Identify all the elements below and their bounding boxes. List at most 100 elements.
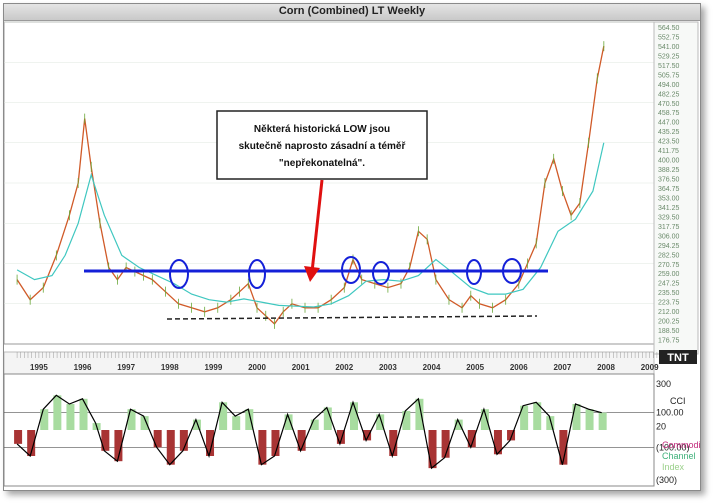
cci-fill xyxy=(520,405,529,430)
tnt-logo: TNT xyxy=(659,350,697,364)
price-tick-label: 306.00 xyxy=(658,233,680,240)
price-tick-label: 470.50 xyxy=(658,101,680,108)
price-tick-label: 517.50 xyxy=(658,63,680,70)
cci-fill xyxy=(598,412,607,430)
cci-tick-label: 20 xyxy=(656,422,666,432)
price-tick-label: 376.50 xyxy=(658,177,680,184)
low-marker xyxy=(466,259,482,285)
cci-legend-entry: Index xyxy=(662,462,685,472)
price-tick-label: 247.25 xyxy=(658,281,680,288)
year-label: 1997 xyxy=(117,363,135,372)
cci-fill xyxy=(376,414,385,430)
price-tick-label: 176.75 xyxy=(658,338,680,345)
cci-fill xyxy=(79,398,88,430)
annotation-arrow xyxy=(310,179,324,273)
cci-fill xyxy=(114,430,123,462)
price-tick-label: 529.25 xyxy=(658,53,680,60)
year-label: 2002 xyxy=(335,363,353,372)
price-tick-label: 552.75 xyxy=(658,34,680,41)
cci-series xyxy=(4,394,654,470)
low-marker xyxy=(169,259,189,289)
year-label: 2008 xyxy=(597,363,615,372)
cci-fill xyxy=(363,430,372,441)
price-tick-label: 447.00 xyxy=(658,120,680,127)
window-title: Corn (Combined) LT Weekly xyxy=(278,5,426,17)
historical-low-line xyxy=(166,315,538,320)
price-tick-label: 411.75 xyxy=(658,148,679,155)
cci-fill xyxy=(166,430,175,465)
cci-fill xyxy=(415,398,424,430)
cci-legend-entry: Channel xyxy=(662,451,696,461)
price-tick-label: 423.50 xyxy=(658,139,680,146)
moving-average-line xyxy=(16,142,605,308)
price-tick-label: 458.75 xyxy=(658,110,680,117)
title-bar: Corn (Combined) LT Weekly xyxy=(4,4,700,21)
cci-fill xyxy=(310,419,319,430)
cci-title: CCI xyxy=(670,396,686,406)
low-marker xyxy=(372,261,390,285)
cci-fill xyxy=(245,409,254,430)
cci-fill xyxy=(467,430,476,448)
price-scale xyxy=(653,21,699,355)
annotation-line-3: "nepřekonatelná". xyxy=(279,158,365,169)
cci-fill xyxy=(585,409,594,430)
cci-fill xyxy=(559,430,568,465)
cci-tick-label: (100.00) xyxy=(656,442,690,452)
year-label: 2007 xyxy=(553,363,571,372)
price-tick-label: 494.00 xyxy=(658,82,680,89)
cci-fill xyxy=(232,416,241,430)
price-tick-label: 341.25 xyxy=(658,205,680,212)
low-marker xyxy=(341,256,361,284)
cci-fill xyxy=(40,409,49,430)
price-tick-label: 482.25 xyxy=(658,91,680,98)
price-tick-label: 270.75 xyxy=(658,262,680,269)
low-marker xyxy=(502,258,522,284)
cci-fill xyxy=(349,402,358,430)
price-tick-label: 259.00 xyxy=(658,271,680,278)
logo-text: TNT xyxy=(667,352,689,364)
cci-fill xyxy=(284,414,293,430)
cci-fill xyxy=(140,416,149,430)
cci-fill xyxy=(441,430,450,458)
cci-fill xyxy=(389,430,398,456)
cci-fill xyxy=(546,416,555,430)
cci-fill xyxy=(153,430,162,448)
year-label: 2006 xyxy=(510,363,528,372)
price-tick-label: 400.00 xyxy=(658,158,680,165)
low-marker xyxy=(248,259,266,289)
price-tick-label: 388.25 xyxy=(658,167,680,174)
price-tick-label: 505.75 xyxy=(658,72,680,79)
year-label: 1995 xyxy=(30,363,48,372)
cci-fill xyxy=(271,430,280,456)
price-tick-label: 564.50 xyxy=(658,25,680,32)
cci-fill xyxy=(27,430,36,456)
cci-fill xyxy=(258,430,267,465)
price-tick-label: 317.75 xyxy=(658,224,680,231)
cci-fill xyxy=(297,430,306,451)
price-series xyxy=(16,41,605,329)
cci-tick-label: (300) xyxy=(656,475,677,485)
price-tick-label: 541.00 xyxy=(658,44,680,51)
cci-fill xyxy=(53,395,62,430)
cci-fill xyxy=(66,404,75,430)
cci-fill xyxy=(14,430,23,444)
cci-fill xyxy=(179,430,188,451)
time-axis: 1995 1996 1997 1998 1999 2000 2001 2002 2003 2004… xyxy=(4,351,669,375)
price-tick-label: 435.25 xyxy=(658,129,680,136)
cci-tick-label: 300 xyxy=(656,379,671,389)
year-label: 1996 xyxy=(74,363,92,372)
year-label: 1999 xyxy=(204,363,222,372)
chart-canvas: 564.50 552.75 541.00 529.25 517.50 505.75 494.… xyxy=(4,21,700,487)
cci-fill xyxy=(402,410,411,430)
cci-fill xyxy=(219,402,228,430)
price-tick-label: 200.25 xyxy=(658,319,680,326)
cci-fill xyxy=(127,409,136,430)
year-label: 2009 xyxy=(641,363,659,372)
cci-fill xyxy=(533,402,542,430)
cci-axis: 300 100.00 20 (100.00) (300) CCI CommodityChan… xyxy=(656,379,700,485)
cci-fill xyxy=(336,430,345,444)
price-tick-label: 212.00 xyxy=(658,309,680,316)
price-tick-label: 329.50 xyxy=(658,214,680,221)
annotation-line-1: Některá historická LOW jsou xyxy=(254,124,390,135)
cci-fill xyxy=(206,430,215,456)
